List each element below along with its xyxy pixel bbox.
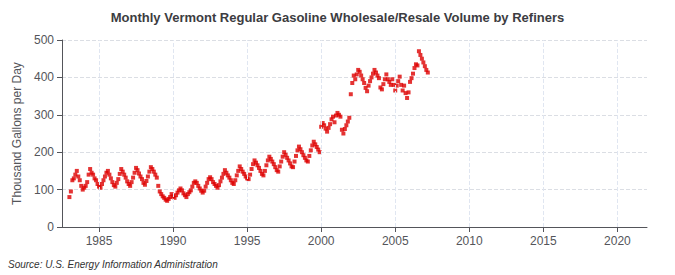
svg-text:Source: U.S. Energy Informatio: Source: U.S. Energy Information Administ… bbox=[8, 259, 218, 270]
svg-text:0: 0 bbox=[47, 220, 54, 234]
svg-text:Thousand Gallons per Day: Thousand Gallons per Day bbox=[10, 62, 24, 205]
svg-text:1985: 1985 bbox=[86, 234, 113, 248]
svg-text:100: 100 bbox=[34, 183, 54, 197]
svg-text:2000: 2000 bbox=[308, 234, 335, 248]
svg-text:2020: 2020 bbox=[604, 234, 631, 248]
svg-text:400: 400 bbox=[34, 70, 54, 84]
svg-text:300: 300 bbox=[34, 108, 54, 122]
svg-text:2005: 2005 bbox=[382, 234, 409, 248]
svg-text:2010: 2010 bbox=[456, 234, 483, 248]
svg-text:Monthly Vermont Regular Gasoli: Monthly Vermont Regular Gasoline Wholesa… bbox=[111, 10, 564, 25]
svg-text:1995: 1995 bbox=[234, 234, 261, 248]
svg-text:500: 500 bbox=[34, 33, 54, 47]
svg-text:200: 200 bbox=[34, 145, 54, 159]
svg-text:1990: 1990 bbox=[160, 234, 187, 248]
svg-text:2015: 2015 bbox=[530, 234, 557, 248]
